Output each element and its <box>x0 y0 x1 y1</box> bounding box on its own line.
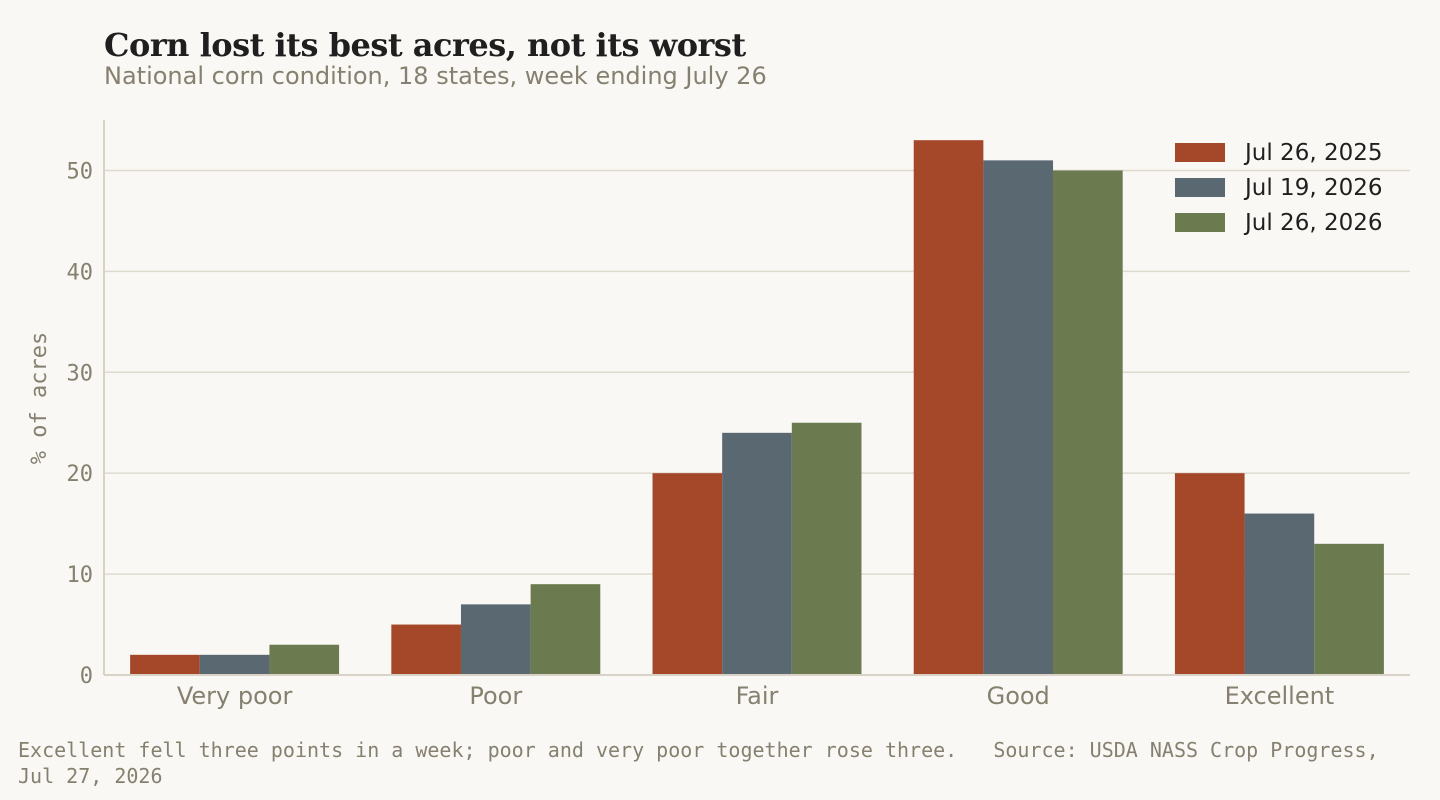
chart-subtitle: National corn condition, 18 states, week… <box>104 62 767 90</box>
legend: Jul 26, 2025 Jul 19, 2026 Jul 26, 2026 <box>1175 140 1382 236</box>
x-tick-label: Very poor <box>177 682 293 710</box>
bar <box>460 604 531 675</box>
x-tick-label: Fair <box>736 682 779 710</box>
bar <box>1314 543 1384 675</box>
y-axis-label: % of acres <box>27 332 52 464</box>
x-tick-label: Poor <box>469 682 522 710</box>
bar <box>791 422 862 675</box>
x-tick-label: Good <box>987 682 1050 710</box>
bar <box>913 140 984 675</box>
bar <box>199 654 270 675</box>
legend-swatch <box>1175 178 1225 197</box>
y-axis-ticks: 0 10 20 30 40 50 <box>67 159 94 689</box>
legend-swatch <box>1175 143 1225 162</box>
x-axis-ticks: Very poor Poor Fair Good Excellent <box>177 682 1334 710</box>
bar <box>983 160 1054 675</box>
axes <box>103 120 1410 676</box>
y-tick-label: 0 <box>80 664 93 689</box>
chart-footnote: Excellent fell three points in a week; p… <box>18 738 1391 788</box>
bar <box>530 584 601 675</box>
bar <box>130 654 200 675</box>
x-tick-label: Excellent <box>1225 682 1335 710</box>
bar <box>722 432 792 675</box>
y-tick-label: 20 <box>67 462 94 487</box>
bar <box>1244 513 1315 675</box>
legend-swatch <box>1175 213 1225 232</box>
bar <box>1053 170 1123 676</box>
bar <box>652 473 723 675</box>
bars <box>130 140 1384 676</box>
bar <box>269 644 340 675</box>
y-tick-label: 50 <box>67 159 94 184</box>
legend-label: Jul 26, 2026 <box>1243 210 1382 236</box>
y-tick-label: 40 <box>67 260 94 285</box>
legend-label: Jul 19, 2026 <box>1243 175 1382 201</box>
bar <box>1174 473 1245 675</box>
bar <box>391 624 461 675</box>
legend-label: Jul 26, 2025 <box>1243 140 1382 166</box>
y-tick-label: 30 <box>67 361 94 386</box>
chart-title: Corn lost its best acres, not its worst <box>104 26 746 64</box>
y-tick-label: 10 <box>67 563 94 588</box>
